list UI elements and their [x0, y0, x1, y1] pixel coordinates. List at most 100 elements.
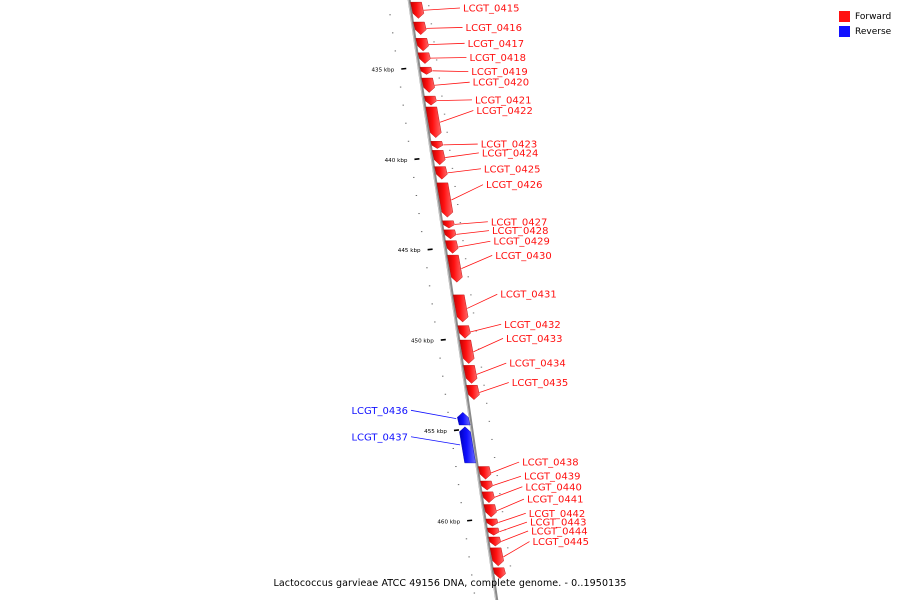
- label-leader-lcgt_0437: [410, 436, 461, 446]
- minor-tick: [455, 466, 457, 468]
- minor-tick-right: [483, 384, 485, 386]
- minor-tick-right: [472, 312, 475, 314]
- gene-label-lcgt_0441: LCGT_0441: [527, 495, 584, 506]
- minor-tick: [402, 104, 404, 106]
- minor-tick: [418, 213, 420, 215]
- tick-label: 440 kbp: [385, 158, 408, 164]
- minor-tick: [468, 556, 470, 558]
- minor-tick-right: [457, 204, 459, 206]
- gene-arrow-lcgt_0445: [489, 547, 504, 567]
- tick-label: 435 kbp: [371, 68, 394, 74]
- gene-label-lcgt_0439: LCGT_0439: [524, 472, 581, 483]
- gene-arrow-lcgt_0428: [443, 229, 457, 240]
- gene-arrow-lcgt_0433: [459, 339, 475, 364]
- gene-label-lcgt_0416: LCGT_0416: [466, 23, 523, 34]
- label-leader-lcgt_0418: [430, 57, 467, 59]
- gene-arrow-lcgt_0421: [423, 95, 437, 106]
- minor-tick-right: [451, 167, 454, 169]
- minor-tick: [428, 285, 431, 287]
- minor-tick-right: [470, 294, 472, 296]
- gene-label-lcgt_0428: LCGT_0428: [492, 226, 549, 237]
- gene-label-lcgt_0432: LCGT_0432: [504, 320, 561, 331]
- minor-tick: [394, 50, 397, 52]
- label-leader-lcgt_0436: [410, 409, 457, 420]
- minor-tick-right: [509, 565, 512, 567]
- gene-label-lcgt_0430: LCGT_0430: [495, 251, 552, 262]
- gene-arrow-lcgt_0439: [480, 480, 493, 491]
- minor-tick-right: [486, 402, 488, 404]
- genome-backbone: [407, 0, 499, 604]
- minor-tick: [389, 14, 391, 16]
- minor-tick: [473, 592, 476, 594]
- minor-tick-right: [454, 185, 456, 187]
- gene-label-lcgt_0424: LCGT_0424: [482, 148, 539, 159]
- minor-tick-right: [435, 59, 438, 61]
- minor-tick: [439, 357, 441, 359]
- label-leader-lcgt_0432: [470, 323, 502, 333]
- gene-label-lcgt_0438: LCGT_0438: [522, 458, 579, 469]
- gene-label-lcgt_0434: LCGT_0434: [509, 359, 566, 370]
- tick-label: 445 kbp: [398, 248, 421, 254]
- gene-label-lcgt_0425: LCGT_0425: [484, 164, 541, 175]
- minor-tick-right: [467, 276, 469, 278]
- minor-tick: [413, 176, 415, 178]
- minor-tick-right: [446, 131, 448, 133]
- genome-backbone-highlight: [407, 0, 497, 604]
- minor-tick-right: [449, 149, 451, 151]
- label-leader-lcgt_0427: [454, 221, 488, 225]
- minor-tick-right: [438, 77, 440, 79]
- gene-arrow-lcgt_0424: [431, 150, 446, 166]
- label-leader-lcgt_0435: [479, 382, 509, 393]
- label-leader-lcgt_0445: [503, 541, 530, 558]
- gene-arrow-partial: [492, 567, 506, 579]
- gene-arrow-lcgt_0416: [413, 21, 427, 35]
- minor-tick-right: [501, 511, 504, 513]
- gene-arrow-lcgt_0422: [425, 106, 442, 138]
- minor-tick-right: [480, 366, 483, 368]
- minor-tick: [457, 484, 460, 486]
- gene-arrow-lcgt_0417: [415, 38, 429, 52]
- minor-tick: [426, 267, 428, 269]
- gene-arrow-lcgt_0430: [447, 254, 463, 283]
- legend-forward-label: Forward: [855, 11, 892, 22]
- major-tick: [440, 338, 446, 341]
- tick-label: 450 kbp: [411, 339, 434, 345]
- gene-arrow-lcgt_0441: [483, 504, 497, 518]
- gene-arrow-lcgt_0443: [486, 527, 500, 536]
- label-leader-lcgt_0421: [436, 99, 472, 102]
- forward-swatch: [839, 11, 850, 22]
- gene-arrow-lcgt_0425: [434, 166, 448, 180]
- minor-tick: [460, 502, 462, 504]
- gene-label-lcgt_0445: LCGT_0445: [532, 537, 589, 548]
- gene-label-lcgt_0423: LCGT_0423: [481, 140, 538, 151]
- major-tick: [427, 248, 433, 251]
- gene-arrow-lcgt_0420: [421, 77, 435, 93]
- minor-tick: [405, 122, 407, 124]
- gene-arrow-lcgt_0419: [419, 66, 433, 75]
- minor-tick: [391, 32, 394, 34]
- minor-tick-right: [496, 475, 498, 477]
- label-leader-lcgt_0423: [443, 143, 478, 146]
- minor-tick: [407, 140, 410, 142]
- label-leader-lcgt_0417: [428, 42, 465, 46]
- gene-arrow-lcgt_0440: [481, 491, 495, 503]
- label-leader-lcgt_0415: [423, 7, 461, 11]
- reverse-swatch: [839, 26, 850, 37]
- gene-arrow-lcgt_0423: [430, 141, 444, 149]
- minor-tick: [399, 86, 402, 88]
- label-leader-lcgt_0431: [466, 293, 498, 309]
- minor-tick-right: [441, 95, 443, 97]
- label-leader-lcgt_0439: [492, 475, 522, 486]
- minor-tick-right: [499, 493, 501, 495]
- gene-label-lcgt_0437: LCGT_0437: [351, 432, 408, 443]
- gene-label-lcgt_0433: LCGT_0433: [506, 334, 563, 345]
- gene-arrow-lcgt_0442: [485, 518, 499, 527]
- minor-tick-right: [475, 330, 477, 332]
- label-leader-lcgt_0438: [490, 461, 520, 474]
- label-leader-lcgt_0419: [432, 70, 469, 73]
- minor-tick-right: [459, 222, 462, 224]
- major-tick: [467, 519, 473, 522]
- gene-label-lcgt_0436: LCGT_0436: [351, 406, 408, 417]
